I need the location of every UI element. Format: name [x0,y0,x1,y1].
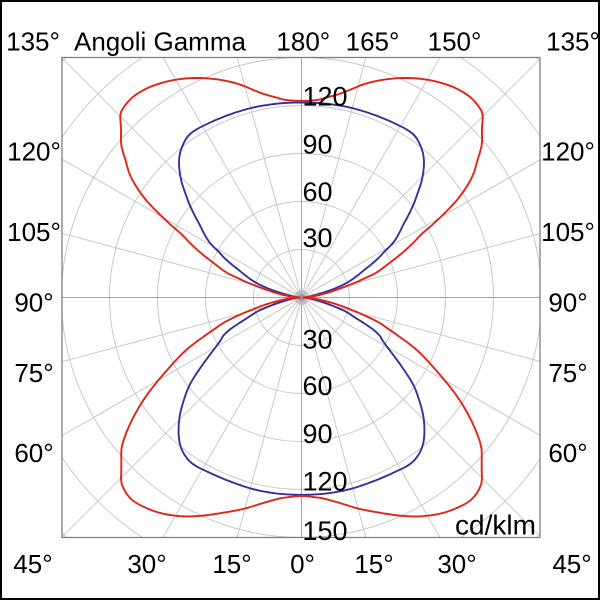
svg-text:120: 120 [303,467,348,497]
svg-text:30: 30 [303,325,333,355]
svg-text:45°: 45° [13,549,52,579]
svg-text:15°: 15° [354,549,393,579]
svg-text:105°: 105° [541,217,595,247]
svg-text:150: 150 [303,516,348,546]
svg-text:120°: 120° [541,137,595,167]
svg-text:Angoli Gamma: Angoli Gamma [74,27,246,57]
svg-text:15°: 15° [212,549,251,579]
svg-text:75°: 75° [14,358,53,388]
svg-text:90: 90 [303,419,333,449]
svg-text:165°: 165° [346,27,400,57]
svg-text:105°: 105° [7,217,61,247]
svg-text:30°: 30° [437,549,476,579]
svg-text:120°: 120° [7,137,61,167]
svg-text:0°: 0° [290,549,315,579]
svg-text:180°: 180° [276,27,330,57]
svg-text:90°: 90° [14,288,53,318]
svg-text:60°: 60° [14,438,53,468]
svg-text:45°: 45° [552,549,591,579]
svg-text:60°: 60° [548,438,587,468]
svg-text:135°: 135° [546,27,600,57]
svg-text:150°: 150° [428,27,482,57]
svg-text:60: 60 [303,177,333,207]
svg-text:30: 30 [303,223,333,253]
svg-text:cd/klm: cd/klm [455,510,536,541]
svg-text:75°: 75° [548,358,587,388]
svg-text:60: 60 [303,371,333,401]
svg-text:90: 90 [303,130,333,160]
svg-text:90°: 90° [548,288,587,318]
svg-text:30°: 30° [127,549,166,579]
svg-text:120: 120 [303,82,348,112]
svg-text:135°: 135° [6,27,60,57]
